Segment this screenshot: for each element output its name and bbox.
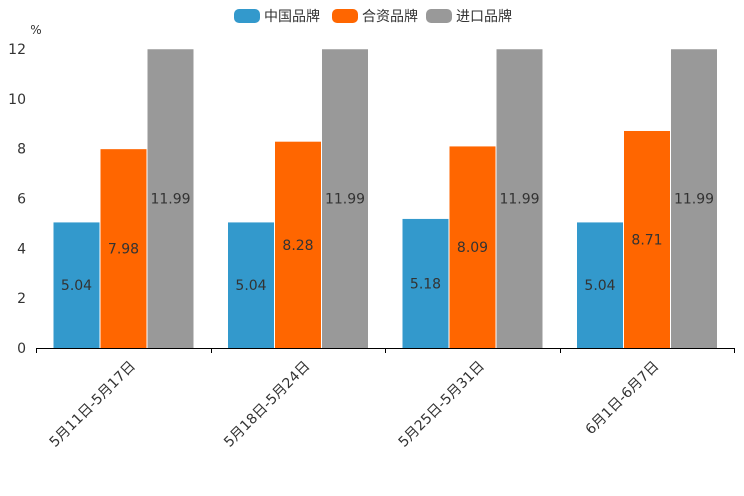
bar: [402, 218, 449, 348]
bar: [275, 141, 321, 348]
bar-value-label: 5.04: [584, 278, 615, 294]
bar-value-label: 7.98: [108, 242, 139, 258]
x-tick-label: 5月25日-5月31日: [396, 358, 488, 450]
y-tick-label: 4: [17, 241, 26, 257]
bar-value-label: 11.99: [150, 192, 190, 208]
bar-value-label: 5.18: [410, 276, 441, 292]
bar: [496, 49, 543, 348]
legend-label: 中国品牌: [264, 8, 320, 25]
bar-value-label: 11.99: [325, 192, 365, 208]
bar: [322, 49, 368, 348]
bar-value-label: 5.04: [61, 278, 92, 294]
bar-value-label: 8.28: [282, 238, 313, 254]
bar: [228, 222, 274, 348]
bar-value-label: 8.09: [457, 240, 488, 256]
bar: [624, 130, 670, 348]
bar-value-label: 8.71: [631, 232, 662, 248]
bar: [147, 49, 194, 348]
bar: [449, 146, 496, 348]
legend-label: 合资品牌: [362, 8, 418, 25]
bar: [53, 222, 100, 348]
y-tick-label: 0: [17, 341, 26, 357]
y-tick-label: 6: [17, 192, 26, 208]
y-tick-label: 12: [8, 42, 26, 58]
bar: [577, 222, 623, 348]
y-axis: 0 2 4 6 8 10 12: [8, 42, 26, 357]
bar-value-label: 11.99: [499, 192, 539, 208]
y-tick-label: 8: [17, 142, 26, 158]
x-tick-label: 5月11日-5月17日: [47, 358, 139, 450]
bar: [100, 149, 147, 348]
y-tick-label: 2: [17, 291, 26, 307]
legend-swatch: [234, 9, 260, 23]
legend-swatch: [332, 9, 358, 23]
bar-value-label: 5.04: [235, 278, 266, 294]
legend: 中国品牌 合资品牌 进口品牌: [234, 8, 512, 25]
x-tick-label: 6月1日-6月7日: [583, 358, 663, 438]
bar-value-label: 11.99: [674, 192, 714, 208]
legend-label: 进口品牌: [456, 8, 512, 25]
y-tick-label: 10: [8, 92, 26, 108]
bars: 5.04 7.98 11.99 5.04 8.28 11.99 5.18 8.09 11.99 5…: [53, 49, 717, 348]
bar: [671, 49, 717, 348]
legend-swatch: [426, 9, 452, 23]
x-tick-label: 5月18日-5月24日: [221, 358, 313, 450]
y-axis-unit-label: %: [30, 23, 41, 37]
x-axis: 5月11日-5月17日 5月18日-5月24日 5月25日-5月31日 6月1日-6月…: [36, 348, 735, 451]
